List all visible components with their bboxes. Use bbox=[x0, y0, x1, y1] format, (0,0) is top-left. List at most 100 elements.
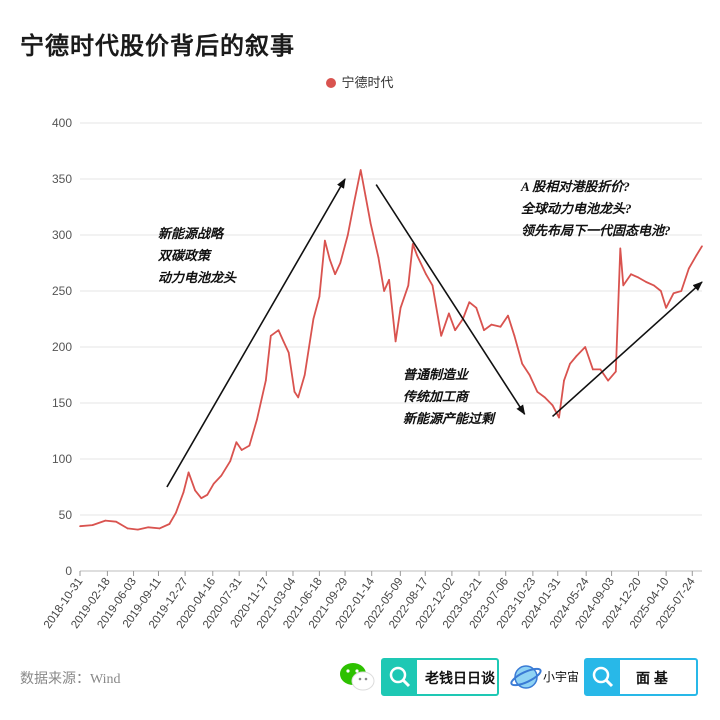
data-point bbox=[318, 295, 321, 298]
data-point bbox=[312, 318, 315, 320]
data-point bbox=[383, 290, 385, 292]
data-point bbox=[695, 254, 698, 256]
data-point bbox=[369, 223, 372, 225]
planet-icon bbox=[510, 665, 542, 689]
trend-arrow bbox=[375, 184, 526, 416]
wechat-account-name: 老钱日日谈 bbox=[425, 670, 495, 686]
chart-title: 宁德时代股价背后的叙事 bbox=[20, 33, 295, 60]
legend-swatch bbox=[326, 78, 337, 88]
data-source: 数据来源：Wind bbox=[20, 672, 121, 687]
search-icon-bg-2 bbox=[586, 660, 620, 694]
annotation-line: 普通制造业 bbox=[403, 367, 470, 382]
data-point bbox=[558, 416, 560, 419]
data-point bbox=[265, 379, 267, 382]
data-point bbox=[293, 391, 296, 393]
data-point bbox=[282, 340, 285, 343]
data-point bbox=[104, 519, 107, 522]
trend-arrows bbox=[166, 178, 703, 488]
data-point bbox=[235, 441, 238, 444]
data-point bbox=[607, 379, 609, 382]
data-point bbox=[115, 520, 117, 523]
annotation-line: 双碳政策 bbox=[157, 248, 213, 263]
data-point bbox=[672, 292, 675, 295]
data-point bbox=[194, 489, 196, 492]
y-tick-label: 300 bbox=[52, 228, 72, 242]
data-point bbox=[91, 524, 94, 526]
data-point bbox=[324, 239, 326, 242]
data-point bbox=[220, 475, 223, 477]
data-point bbox=[680, 290, 683, 292]
annotation-a3: A 股相对港股折价? 全球动力电池龙头? 领先布局下一代固态电池? bbox=[520, 179, 671, 238]
search-icon bbox=[389, 666, 411, 688]
data-point bbox=[475, 307, 478, 309]
data-point bbox=[256, 419, 258, 421]
annotation-line: 全球动力电池龙头? bbox=[521, 201, 632, 216]
annotation-line: 新能源产能过剩 bbox=[403, 411, 496, 426]
wechat-search-box[interactable]: 老钱日日谈 bbox=[381, 658, 499, 696]
data-point bbox=[483, 329, 485, 332]
data-point bbox=[158, 527, 161, 530]
y-tick-label: 0 bbox=[65, 564, 72, 578]
data-point bbox=[364, 195, 367, 197]
data-point bbox=[448, 312, 450, 315]
annotation-line: A 股相对港股折价? bbox=[520, 179, 630, 194]
data-point bbox=[528, 374, 531, 376]
data-point bbox=[240, 449, 243, 451]
grid-lines bbox=[80, 122, 702, 572]
data-point bbox=[394, 340, 397, 343]
data-point bbox=[136, 528, 139, 531]
data-point bbox=[287, 351, 290, 354]
data-point bbox=[79, 525, 81, 527]
legend: 宁德时代 bbox=[0, 72, 720, 91]
data-point bbox=[645, 281, 648, 283]
y-tick-label: 150 bbox=[52, 396, 72, 410]
data-point bbox=[248, 444, 251, 447]
y-tick-label: 250 bbox=[52, 284, 72, 298]
wechat-icon bbox=[340, 663, 375, 691]
data-point bbox=[454, 329, 456, 332]
data-point bbox=[584, 346, 586, 348]
data-point bbox=[399, 307, 402, 309]
data-point bbox=[687, 267, 690, 270]
y-tick-label: 400 bbox=[52, 116, 72, 130]
data-point bbox=[563, 379, 565, 382]
data-point bbox=[277, 329, 280, 332]
data-point bbox=[388, 279, 390, 281]
data-point bbox=[599, 368, 602, 371]
data-point bbox=[346, 234, 349, 236]
data-point bbox=[297, 396, 300, 399]
annotation-line: 领先布局下一代固态电池? bbox=[521, 223, 671, 238]
data-point bbox=[440, 335, 442, 337]
trend-arrow bbox=[166, 178, 346, 488]
y-tick-label: 100 bbox=[52, 452, 72, 466]
data-point bbox=[637, 276, 640, 279]
data-point bbox=[468, 301, 471, 304]
data-point bbox=[544, 396, 546, 399]
search-icon bbox=[592, 666, 614, 688]
podcast-search-box[interactable]: 面 基 bbox=[584, 658, 698, 696]
data-point bbox=[425, 273, 427, 276]
data-point bbox=[206, 494, 209, 496]
data-point bbox=[229, 460, 232, 463]
podcast-name: 面 基 bbox=[636, 670, 668, 686]
data-point bbox=[147, 526, 150, 529]
annotation-line: 传统加工商 bbox=[403, 389, 470, 404]
data-point bbox=[665, 307, 667, 309]
data-point bbox=[407, 284, 410, 287]
data-point bbox=[334, 273, 336, 276]
data-point bbox=[536, 391, 539, 393]
data-point bbox=[377, 256, 380, 259]
data-point bbox=[431, 284, 434, 287]
x-axis: 2018-10-312019-02-182019-06-032019-09-11… bbox=[42, 571, 698, 631]
data-point bbox=[329, 258, 331, 261]
y-tick-label: 350 bbox=[52, 172, 72, 186]
data-point bbox=[339, 262, 342, 264]
data-point bbox=[411, 243, 414, 245]
y-axis: 0 50 100 150 200 250 300 350 400 bbox=[52, 116, 72, 578]
data-point bbox=[660, 290, 662, 292]
y-tick-label: 200 bbox=[52, 340, 72, 354]
data-point bbox=[499, 326, 502, 328]
data-point bbox=[359, 169, 362, 171]
